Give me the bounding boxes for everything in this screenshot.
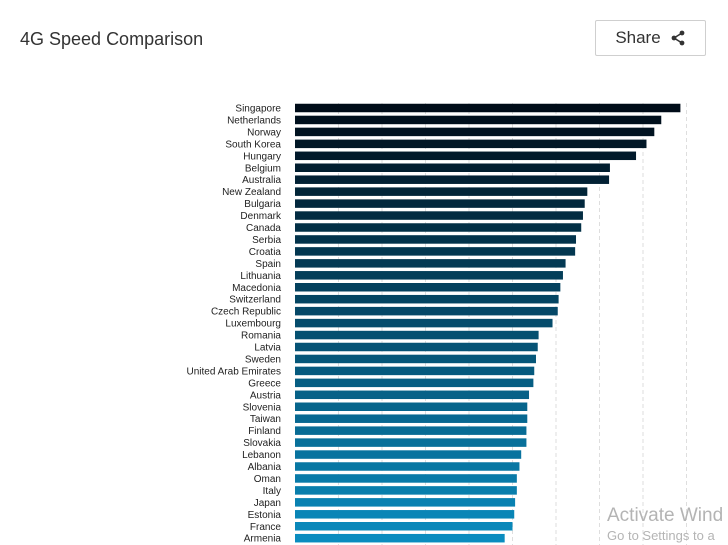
category-label: South Korea bbox=[225, 139, 281, 150]
bar[interactable] bbox=[295, 438, 527, 447]
bar[interactable] bbox=[295, 247, 576, 256]
category-label: Luxembourg bbox=[225, 319, 281, 330]
share-icon bbox=[670, 30, 686, 46]
bar[interactable] bbox=[295, 510, 515, 519]
category-label: Norway bbox=[247, 127, 281, 138]
watermark-title: Activate Wind bbox=[607, 505, 724, 526]
bar[interactable] bbox=[295, 426, 527, 435]
bar[interactable] bbox=[295, 474, 517, 483]
category-label: Albania bbox=[248, 462, 282, 473]
category-label: Bulgaria bbox=[244, 199, 281, 210]
bar[interactable] bbox=[295, 318, 553, 328]
bar[interactable] bbox=[295, 211, 583, 220]
category-label: Hungary bbox=[243, 151, 281, 162]
watermark-subtitle: Go to Settings to a bbox=[607, 528, 715, 543]
bar[interactable] bbox=[295, 402, 528, 412]
bar[interactable] bbox=[295, 187, 588, 196]
bar[interactable] bbox=[295, 283, 561, 292]
category-label: Romania bbox=[241, 331, 281, 342]
category-label: Lithuania bbox=[240, 271, 281, 282]
bar[interactable] bbox=[295, 366, 535, 376]
page-title: 4G Speed Comparison bbox=[20, 29, 204, 49]
bar[interactable] bbox=[295, 235, 577, 244]
bar[interactable] bbox=[295, 294, 559, 304]
category-label: Serbia bbox=[252, 235, 281, 246]
bar[interactable] bbox=[295, 522, 513, 531]
bar[interactable] bbox=[295, 199, 585, 208]
category-label: Sweden bbox=[245, 354, 281, 365]
category-label: Italy bbox=[263, 486, 281, 497]
category-label: Japan bbox=[254, 498, 281, 509]
category-label: Netherlands bbox=[227, 115, 281, 126]
activation-watermark: Activate Wind Go to Settings to a bbox=[607, 505, 723, 544]
category-label: Slovakia bbox=[243, 438, 281, 449]
bar[interactable] bbox=[295, 330, 539, 340]
category-label: Slovenia bbox=[243, 402, 282, 413]
bar[interactable] bbox=[295, 342, 538, 352]
category-label: France bbox=[250, 522, 282, 533]
category-label: Canada bbox=[246, 223, 281, 234]
category-label: Denmark bbox=[240, 211, 282, 222]
bar[interactable] bbox=[295, 175, 610, 184]
bar[interactable] bbox=[295, 115, 662, 125]
category-label: Lebanon bbox=[242, 450, 281, 461]
category-label: Taiwan bbox=[250, 414, 281, 425]
category-label: Croatia bbox=[249, 247, 282, 258]
category-label: Belgium bbox=[245, 163, 281, 174]
bar[interactable] bbox=[295, 378, 534, 388]
bar[interactable] bbox=[295, 486, 517, 495]
bar[interactable] bbox=[295, 139, 647, 149]
category-label: Oman bbox=[254, 474, 281, 485]
bar[interactable] bbox=[295, 271, 563, 280]
category-label: Greece bbox=[248, 378, 281, 389]
bar[interactable] bbox=[295, 450, 522, 459]
bar[interactable] bbox=[295, 151, 637, 161]
bar[interactable] bbox=[295, 354, 536, 364]
category-label: Latvia bbox=[254, 343, 281, 354]
category-label: Finland bbox=[248, 426, 281, 437]
share-button[interactable]: Share bbox=[595, 20, 706, 56]
bar[interactable] bbox=[295, 414, 528, 423]
category-label: Switzerland bbox=[229, 295, 281, 306]
category-label: Macedonia bbox=[232, 283, 281, 294]
bar[interactable] bbox=[295, 163, 610, 173]
category-label: Czech Republic bbox=[211, 307, 281, 318]
bar[interactable] bbox=[295, 127, 655, 137]
category-label: Austria bbox=[250, 390, 282, 401]
bar[interactable] bbox=[295, 533, 505, 543]
category-label: Estonia bbox=[248, 510, 282, 521]
category-label: New Zealand bbox=[222, 187, 281, 198]
bar[interactable] bbox=[295, 390, 530, 400]
share-button-label: Share bbox=[615, 28, 661, 47]
bar[interactable] bbox=[295, 306, 558, 316]
category-label: Australia bbox=[242, 175, 281, 186]
bar[interactable] bbox=[295, 223, 582, 232]
bar[interactable] bbox=[295, 462, 520, 471]
bar[interactable] bbox=[295, 259, 566, 268]
bar[interactable] bbox=[295, 498, 516, 507]
category-label: Spain bbox=[255, 259, 281, 270]
category-label: Singapore bbox=[235, 104, 281, 115]
category-label: United Arab Emirates bbox=[187, 366, 282, 377]
category-label: Armenia bbox=[244, 534, 282, 545]
bar[interactable] bbox=[295, 103, 681, 113]
